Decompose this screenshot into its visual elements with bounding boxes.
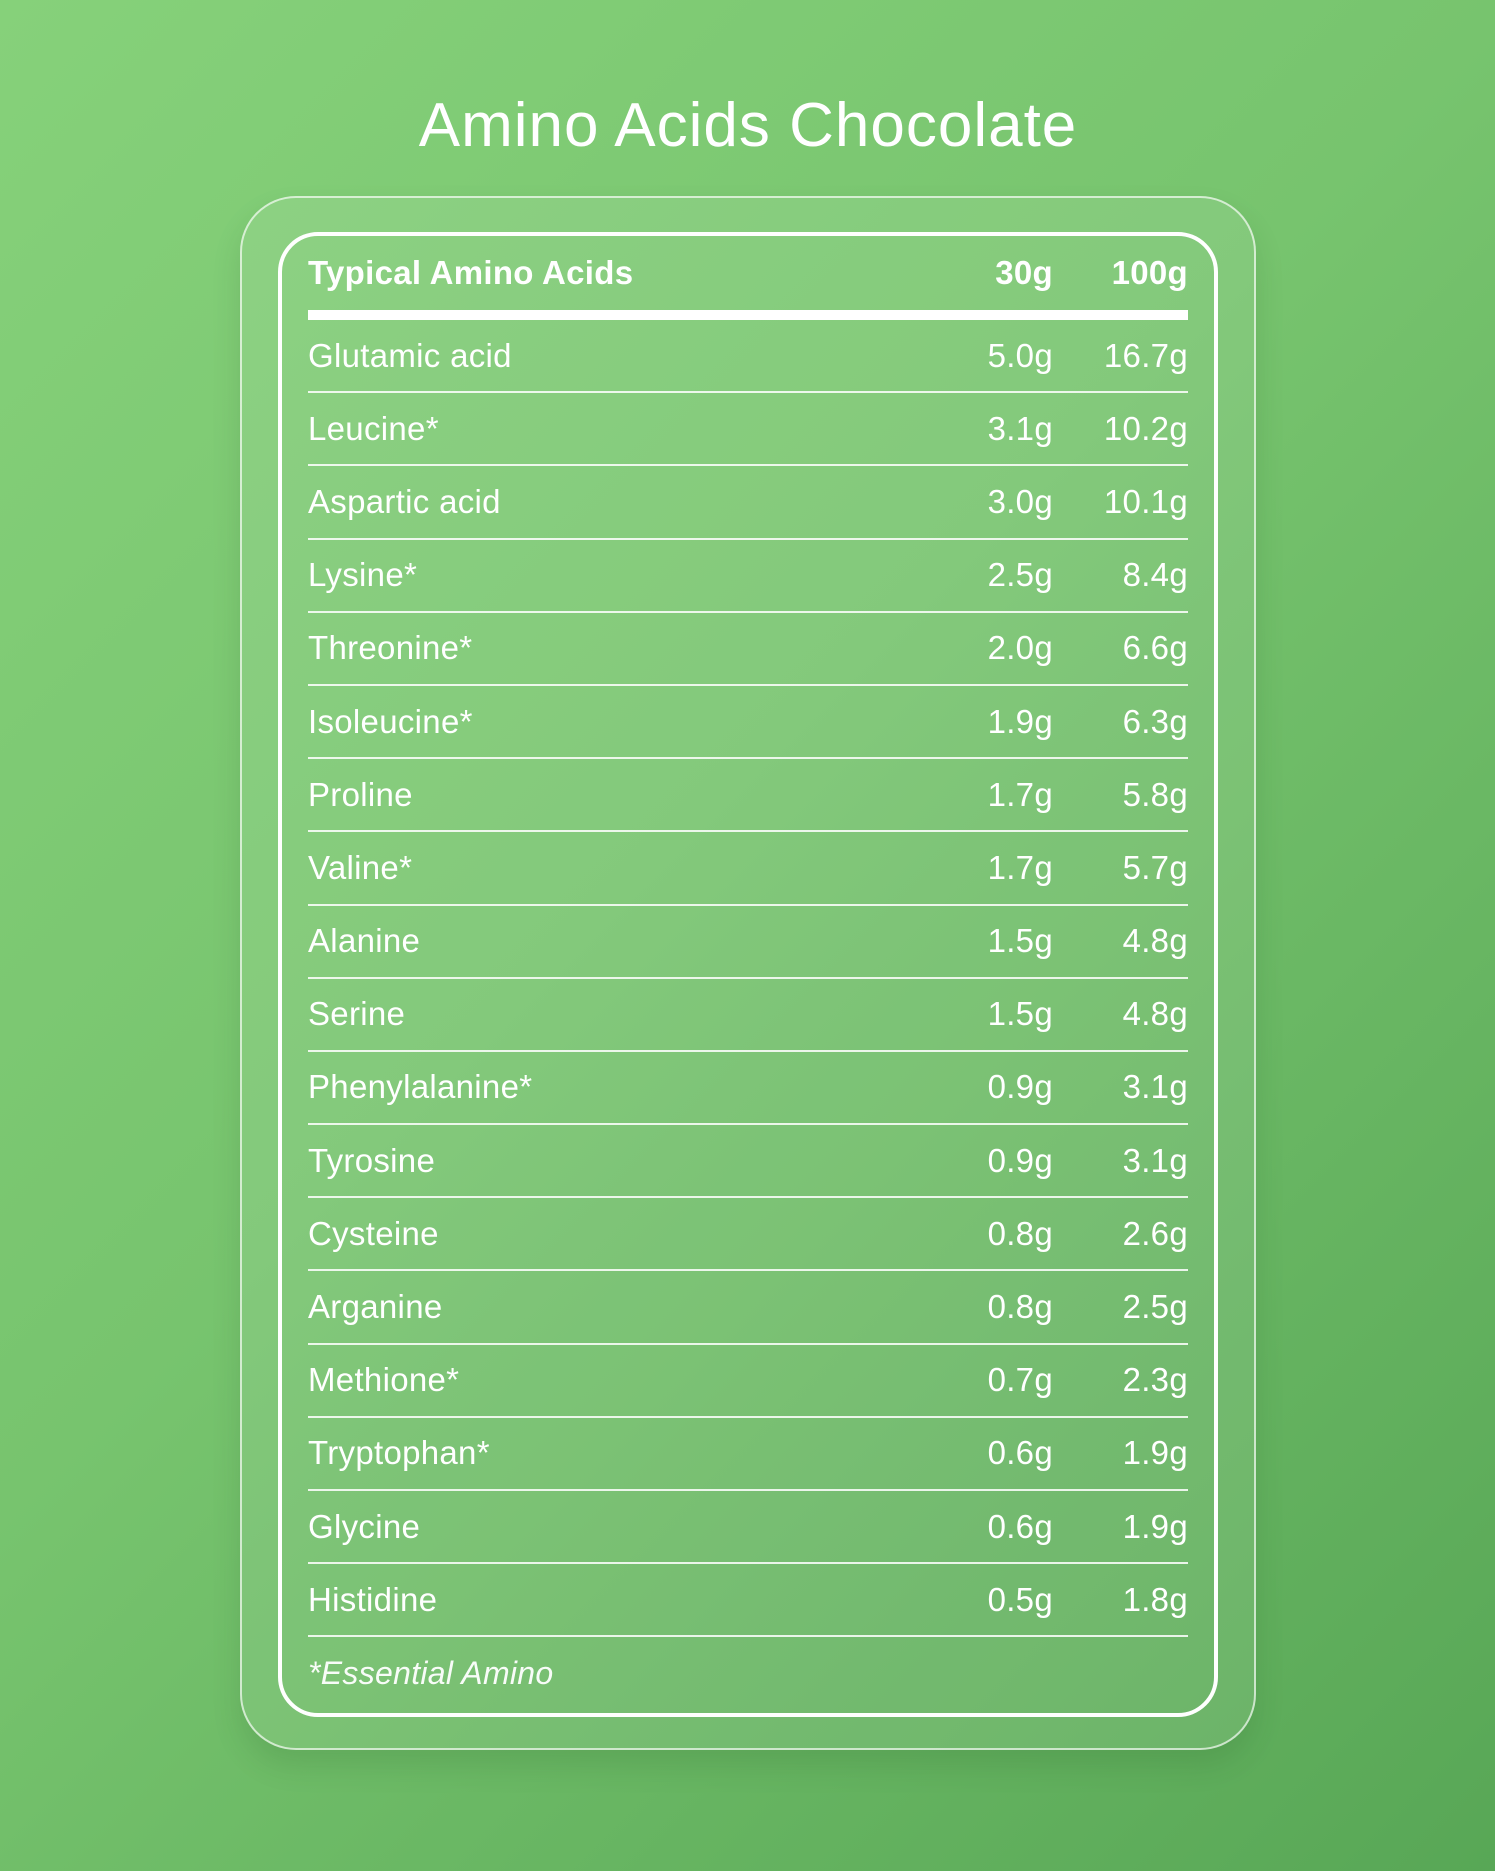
table-row: Arganine 0.8g 2.5g <box>308 1271 1188 1345</box>
value-100g: 4.8g <box>1122 995 1188 1033</box>
value-100g: 5.7g <box>1122 848 1188 886</box>
value-30g: 0.8g <box>987 1214 1053 1252</box>
table-row: Alanine 1.5g 4.8g <box>308 906 1188 979</box>
table-row: Tryptophan* 0.6g 1.9g <box>308 1418 1188 1491</box>
header-30g-label: 30g <box>995 254 1053 291</box>
table-row: Proline 1.7g 5.8g <box>308 759 1188 833</box>
header-amino-acids-label: Typical Amino Acids <box>308 254 634 291</box>
value-30g: 0.5g <box>987 1580 1053 1618</box>
value-100g: 3.1g <box>1122 1068 1188 1106</box>
amino-acid-name: Cysteine <box>308 1214 439 1252</box>
value-100g: 5.8g <box>1122 775 1188 813</box>
table-row: Cysteine 0.8g 2.6g <box>308 1198 1188 1272</box>
value-30g: 5.0g <box>987 336 1053 374</box>
amino-acid-name: Glutamic acid <box>308 336 512 374</box>
value-30g: 3.1g <box>987 409 1053 447</box>
amino-acid-name: Methione* <box>308 1361 460 1399</box>
amino-acid-name: Serine <box>308 995 406 1033</box>
table-row: Serine 1.5g 4.8g <box>308 979 1188 1052</box>
value-100g: 10.1g <box>1103 482 1188 520</box>
amino-acid-name: Lysine* <box>308 556 418 594</box>
table-body: Glutamic acid 5.0g 16.7g Leucine* 3.1g 1… <box>308 320 1188 1638</box>
amino-acid-name: Arganine <box>308 1288 443 1326</box>
value-100g: 4.8g <box>1122 922 1188 960</box>
table-row: Histidine 0.5g 1.8g <box>308 1564 1188 1638</box>
value-30g: 1.7g <box>987 848 1053 886</box>
value-100g: 3.1g <box>1122 1141 1188 1179</box>
table-row: Isoleucine* 1.9g 6.3g <box>308 686 1188 760</box>
amino-acid-name: Tyrosine <box>308 1141 436 1179</box>
value-30g: 0.8g <box>987 1288 1053 1326</box>
table-row: Aspartic acid 3.0g 10.1g <box>308 466 1188 540</box>
value-100g: 16.7g <box>1103 336 1188 374</box>
value-30g: 1.5g <box>987 922 1053 960</box>
header-100g-label: 100g <box>1111 254 1188 291</box>
value-30g: 2.5g <box>987 556 1053 594</box>
value-100g: 6.3g <box>1122 702 1188 740</box>
value-30g: 0.6g <box>987 1507 1053 1545</box>
table-row: Methione* 0.7g 2.3g <box>308 1345 1188 1418</box>
table-row: Glutamic acid 5.0g 16.7g <box>308 320 1188 394</box>
value-100g: 10.2g <box>1103 409 1188 447</box>
footnote-row: *Essential Amino <box>308 1637 1188 1709</box>
table-row: Phenylalanine* 0.9g 3.1g <box>308 1052 1188 1126</box>
value-100g: 6.6g <box>1122 629 1188 667</box>
table-row: Lysine* 2.5g 8.4g <box>308 540 1188 613</box>
value-30g: 3.0g <box>987 482 1053 520</box>
table-card-outer-frame: Typical Amino Acids 30g 100g Glutamic ac… <box>240 196 1256 1750</box>
value-30g: 0.7g <box>987 1361 1053 1399</box>
value-30g: 2.0g <box>987 629 1053 667</box>
value-30g: 0.9g <box>987 1141 1053 1179</box>
value-100g: 8.4g <box>1122 556 1188 594</box>
table-row: Leucine* 3.1g 10.2g <box>308 393 1188 467</box>
table-row: Valine* 1.7g 5.7g <box>308 832 1188 906</box>
amino-acid-name: Tryptophan* <box>308 1434 490 1472</box>
essential-amino-footnote: *Essential Amino <box>308 1654 554 1691</box>
value-30g: 1.9g <box>987 702 1053 740</box>
amino-acid-name: Aspartic acid <box>308 482 501 520</box>
table-row: Tyrosine 0.9g 3.1g <box>308 1125 1188 1199</box>
amino-acid-name: Glycine <box>308 1507 421 1545</box>
value-30g: 1.5g <box>987 995 1053 1033</box>
page-title: Amino Acids Chocolate <box>418 91 1078 160</box>
value-100g: 2.3g <box>1122 1361 1188 1399</box>
amino-acid-name: Histidine <box>308 1580 438 1618</box>
amino-acid-name: Isoleucine* <box>308 702 473 740</box>
amino-acid-name: Phenylalanine* <box>308 1068 533 1106</box>
amino-acid-name: Leucine* <box>308 409 439 447</box>
table-row: Glycine 0.6g 1.9g <box>308 1491 1188 1565</box>
value-100g: 1.9g <box>1122 1434 1188 1472</box>
value-100g: 2.5g <box>1122 1288 1188 1326</box>
value-100g: 2.6g <box>1122 1214 1188 1252</box>
value-30g: 0.6g <box>987 1434 1053 1472</box>
table-header-row: Typical Amino Acids 30g 100g <box>308 236 1188 320</box>
value-100g: 1.8g <box>1122 1580 1188 1618</box>
amino-acid-name: Proline <box>308 775 413 813</box>
amino-acid-name: Alanine <box>308 922 421 960</box>
value-30g: 0.9g <box>987 1068 1053 1106</box>
table-row: Threonine* 2.0g 6.6g <box>308 613 1188 686</box>
table-card-inner-frame: Typical Amino Acids 30g 100g Glutamic ac… <box>278 232 1218 1717</box>
value-100g: 1.9g <box>1122 1507 1188 1545</box>
value-30g: 1.7g <box>987 775 1053 813</box>
amino-acid-name: Threonine* <box>308 629 473 667</box>
amino-acid-name: Valine* <box>308 848 413 886</box>
